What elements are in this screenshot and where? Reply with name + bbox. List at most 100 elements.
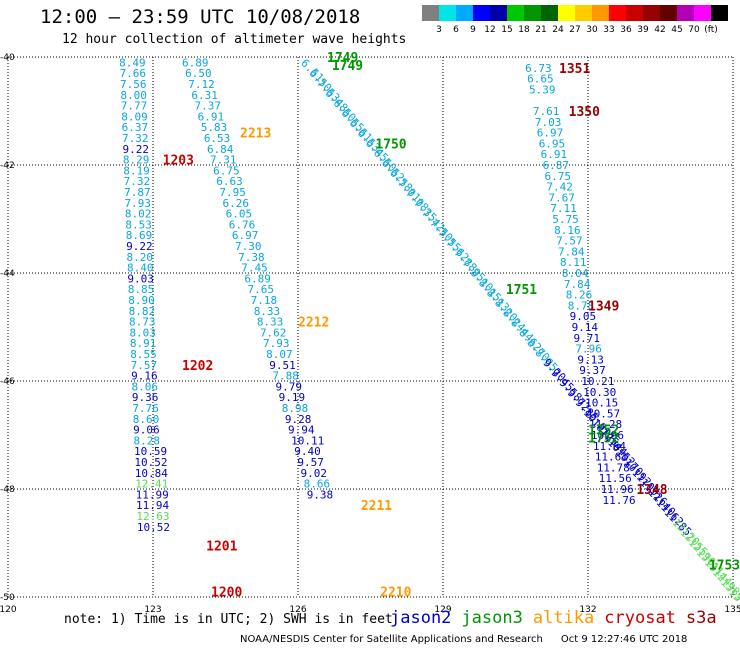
pass-time-label: 1203 bbox=[163, 154, 194, 169]
wave-height-value: 6.97 bbox=[537, 127, 564, 140]
wave-height-value: 8.26 bbox=[566, 289, 593, 302]
wave-height-value: 7.88 bbox=[272, 370, 299, 383]
wave-height-value: 9.37 bbox=[579, 364, 606, 377]
wave-height-value: 7.84 bbox=[564, 278, 591, 291]
wave-height-value: 8.19 bbox=[123, 164, 149, 177]
wave-height-value: 10.11 bbox=[291, 434, 324, 447]
legend-jason3: jason3 bbox=[461, 608, 523, 628]
wave-height-value: 6.76 bbox=[229, 218, 256, 231]
pass-time-label: 1350 bbox=[569, 105, 600, 120]
wave-height-value: 6.89 bbox=[244, 272, 271, 285]
color-swatch bbox=[541, 5, 558, 21]
wave-height-value: 6.89 bbox=[182, 56, 209, 69]
wave-height-value: 8.78 bbox=[568, 299, 595, 312]
color-swatch bbox=[643, 5, 660, 21]
pass-time-label: 1752 bbox=[588, 432, 619, 447]
wave-height-value: 7.62 bbox=[260, 326, 287, 339]
wave-height-value: 7.93 bbox=[125, 197, 152, 210]
wave-height-value: 8.28 bbox=[134, 434, 161, 447]
wave-height-value: 10.21 bbox=[581, 375, 614, 388]
wave-height-value: 8.40 bbox=[127, 262, 154, 275]
color-scale-label: (ft) bbox=[704, 25, 718, 35]
wave-height-value: 6.87 bbox=[543, 159, 570, 172]
wave-height-value: 8.55 bbox=[130, 348, 157, 361]
pass-time-label: 1201 bbox=[206, 540, 237, 555]
wave-height-value: 10.52 bbox=[137, 521, 170, 534]
wave-height-value: 10.15 bbox=[585, 397, 618, 410]
color-scale-label: 70 bbox=[688, 25, 700, 35]
footer-credit: NOAA/NESDIS Center for Satellite Applica… bbox=[240, 634, 687, 645]
wave-height-value: 7.11 bbox=[550, 202, 577, 215]
wave-height-value: 7.61 bbox=[533, 105, 560, 118]
wave-height-value: 6.95 bbox=[539, 137, 566, 150]
pass-time-label: 2210 bbox=[380, 586, 411, 601]
wave-height-value: 7.37 bbox=[194, 100, 221, 113]
wave-height-value: 8.82 bbox=[129, 305, 156, 318]
wave-height-value: 8.91 bbox=[130, 337, 157, 350]
wave-height-value: 11.61 bbox=[595, 451, 628, 464]
wave-height-value: 9.57 bbox=[297, 456, 324, 469]
wave-height-value: 9.06 bbox=[133, 424, 160, 437]
latitude-label: -40 bbox=[0, 53, 15, 63]
legend-jason2: jason2 bbox=[390, 608, 452, 628]
pass-time-label: 1749 bbox=[327, 51, 358, 66]
wave-height-value: 6.75 bbox=[213, 164, 240, 177]
wave-height-value: 9.13 bbox=[577, 353, 604, 366]
longitude-label: 129 bbox=[434, 605, 451, 615]
latitude-label: -42 bbox=[0, 161, 15, 171]
pass-time-label: 2211 bbox=[361, 499, 392, 514]
wave-height-value: 7.18 bbox=[251, 294, 278, 307]
wave-height-value: 9.79 bbox=[276, 380, 303, 393]
pass-time-label: 1348 bbox=[636, 483, 667, 498]
wave-height-value: 11.76 bbox=[603, 494, 636, 507]
color-swatch bbox=[558, 5, 575, 21]
wave-height-value: 10.59 bbox=[134, 445, 167, 458]
wave-height-value: 9.16 bbox=[131, 370, 158, 383]
pass-time-label: 1752 bbox=[588, 424, 619, 439]
color-scale-label: 42 bbox=[654, 25, 666, 35]
pass-time-label: 2213 bbox=[240, 127, 271, 142]
wave-height-value: 8.60 bbox=[133, 413, 160, 426]
wave-height-value: 5.83 bbox=[201, 121, 228, 134]
wave-height-value: 6.37 bbox=[122, 121, 149, 134]
color-scale-label: 45 bbox=[671, 25, 683, 35]
wave-height-value: 11.99 bbox=[136, 488, 169, 501]
wave-height-value: 8.66 bbox=[304, 478, 331, 491]
color-scale-label: 27 bbox=[569, 25, 581, 35]
color-scale-label: 39 bbox=[637, 25, 649, 35]
wave-height-value: 7.96 bbox=[575, 343, 602, 356]
color-swatch bbox=[609, 5, 626, 21]
wave-height-value: 11.78 bbox=[597, 461, 630, 474]
wave-height-value: 8.09 bbox=[121, 110, 147, 123]
pass-time-label: 1749 bbox=[332, 59, 363, 74]
longitude-label: 135 bbox=[724, 605, 740, 615]
wave-height-value: 7.87 bbox=[124, 186, 151, 199]
satellite-legend: jason2 jason3 altika cryosat s3a bbox=[390, 608, 727, 628]
wave-height-value: 7.95 bbox=[219, 186, 246, 199]
color-swatch bbox=[694, 5, 711, 21]
wave-height-value: 7.65 bbox=[247, 283, 274, 296]
pass-time-label: 1750 bbox=[375, 137, 406, 152]
color-swatch bbox=[490, 5, 507, 21]
longitude-label: 126 bbox=[289, 605, 306, 615]
wave-height-value: 9.02 bbox=[300, 467, 327, 480]
wave-height-value: 9.22 bbox=[126, 240, 153, 253]
wave-height-value: 8.53 bbox=[125, 218, 151, 231]
wave-height-value: 8.07 bbox=[266, 348, 293, 361]
color-swatch bbox=[677, 5, 694, 21]
wave-height-value: 7.32 bbox=[124, 175, 151, 188]
latitude-label: -44 bbox=[0, 269, 15, 279]
wave-height-value: 12.41 bbox=[135, 478, 168, 491]
credit-text: NOAA/NESDIS Center for Satellite Applica… bbox=[240, 634, 543, 645]
color-scale-label: 36 bbox=[620, 25, 632, 35]
wave-height-value: 11.56 bbox=[599, 472, 632, 485]
color-swatch bbox=[575, 5, 592, 21]
wave-height-value: 5.39 bbox=[529, 83, 556, 96]
wave-height-value: 6.50 bbox=[185, 67, 212, 80]
wave-height-value: 8.00 bbox=[120, 89, 147, 102]
wave-height-value: 11.96 bbox=[601, 483, 634, 496]
wave-height-value: 12.63 bbox=[136, 510, 169, 523]
color-swatch bbox=[626, 5, 643, 21]
wave-height-value: 9.38 bbox=[307, 488, 334, 501]
